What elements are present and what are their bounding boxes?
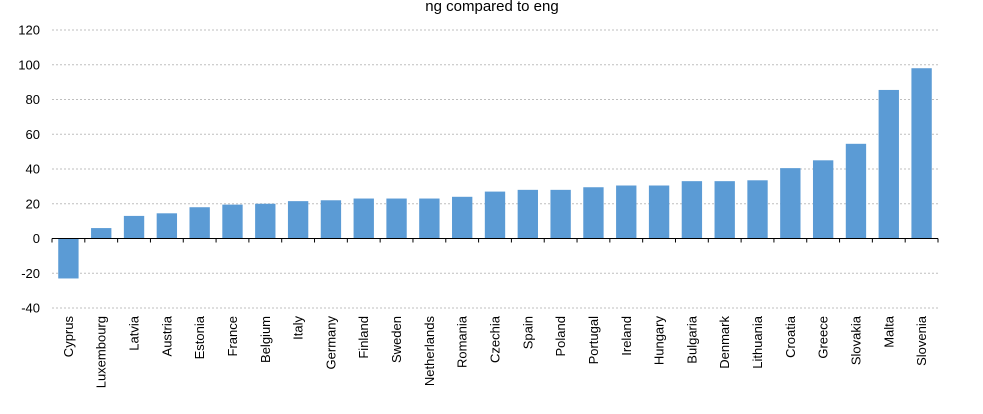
bar-ireland: [616, 185, 637, 239]
x-category-label: Estonia: [192, 315, 207, 359]
x-category-label: Poland: [553, 316, 568, 356]
x-category-label: Netherlands: [422, 316, 437, 387]
x-category-label: Latvia: [127, 315, 142, 350]
bar-luxembourg: [91, 228, 112, 239]
y-tick-label: 120: [18, 23, 40, 38]
bar-malta: [878, 89, 899, 239]
x-category-label: France: [225, 316, 240, 356]
x-category-label: Hungary: [652, 316, 667, 366]
x-category-label: Malta: [881, 315, 896, 348]
y-tick-label: -40: [21, 301, 40, 316]
bar-portugal: [583, 187, 604, 239]
x-category-label: Belgium: [258, 316, 273, 363]
bar-spain: [517, 189, 538, 239]
bar-greece: [812, 160, 834, 239]
bar-hungary: [648, 185, 670, 239]
x-category-label: Germany: [323, 316, 338, 370]
bar-lithuania: [747, 180, 768, 239]
bar-belgium: [255, 203, 276, 239]
x-axis-category-labels: Cyprus Luxembourg Latvia Austria Estonia Fran…: [61, 315, 929, 388]
bar-estonia: [189, 207, 210, 239]
x-category-label: Lithuania: [750, 315, 765, 369]
y-tick-label: 40: [26, 162, 40, 177]
bar-cyprus: [58, 238, 79, 279]
bar-romania: [452, 196, 473, 239]
bar-netherlands: [419, 198, 440, 239]
x-category-label: Cyprus: [61, 316, 76, 358]
x-category-label: Finland: [356, 316, 371, 359]
x-category-label: Croatia: [783, 315, 798, 358]
x-category-label: Italy: [291, 316, 306, 340]
y-axis-ticks: -40 -20 0 20 40 60 80 100 120: [18, 23, 40, 316]
x-category-label: Slovakia: [848, 315, 863, 365]
bar-slovenia: [911, 68, 932, 239]
bar-latvia: [123, 215, 145, 239]
x-category-label: Austria: [159, 315, 174, 356]
bar-denmark: [714, 181, 735, 239]
y-tick-label: 80: [26, 92, 40, 107]
x-category-label: Luxembourg: [94, 316, 109, 388]
x-category-label: Czechia: [488, 315, 503, 363]
bar-slovakia: [845, 143, 867, 239]
chart-title-fragment: ng compared to eng: [425, 0, 558, 15]
x-category-label: Greece: [816, 316, 831, 359]
x-category-label: Denmark: [717, 316, 732, 369]
x-category-label: Sweden: [389, 316, 404, 363]
y-tick-label: -20: [21, 266, 40, 281]
y-tick-label: 100: [18, 57, 40, 72]
bar-sweden: [386, 198, 407, 239]
bars: [58, 68, 932, 279]
bar-austria: [156, 213, 178, 239]
bar-germany: [320, 200, 342, 239]
x-category-label: Slovenia: [914, 315, 929, 366]
bar-croatia: [780, 168, 801, 239]
y-tick-label: 60: [26, 127, 40, 142]
x-axis: [51, 238, 939, 243]
bar-poland: [550, 189, 571, 239]
x-category-label: Romania: [455, 315, 470, 368]
y-tick-label: 0: [33, 231, 40, 246]
bar-czechia: [484, 191, 506, 239]
bar-italy: [287, 201, 309, 239]
gridlines: [52, 29, 938, 309]
bar-finland: [353, 198, 374, 239]
x-category-label: Ireland: [619, 316, 634, 356]
x-category-label: Portugal: [586, 316, 601, 365]
bar-bulgaria: [681, 181, 703, 239]
y-tick-label: 20: [26, 196, 40, 211]
x-category-label: Bulgaria: [684, 315, 699, 363]
x-category-label: Spain: [520, 316, 535, 349]
bar-france: [222, 204, 243, 239]
